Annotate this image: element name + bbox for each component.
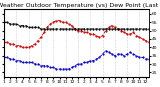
Title: Milwaukee Weather Outdoor Temperature (vs) Dew Point (Last 24 Hours): Milwaukee Weather Outdoor Temperature (v… [0, 3, 160, 8]
